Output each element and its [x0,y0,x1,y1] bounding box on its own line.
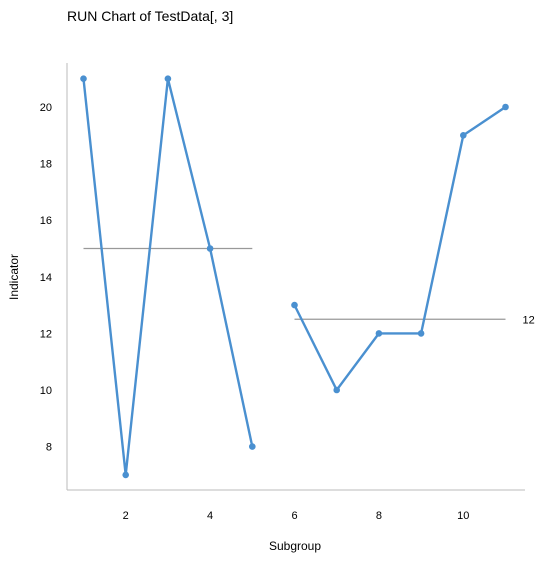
median-value-label: 12 [523,314,535,326]
y-tick-label: 10 [40,385,52,397]
y-tick-label: 18 [40,159,52,171]
chart-title: RUN Chart of TestData[, 3] [67,8,234,24]
data-point [333,386,341,394]
x-tick-label: 8 [376,510,382,522]
data-point [164,75,172,82]
data-point [206,245,214,252]
median-lines [83,247,506,320]
x-tick-label: 10 [457,510,469,522]
series-line [82,77,254,477]
data-point [502,103,509,111]
x-axis-title: Subgroup [269,539,321,553]
y-tick-label: 16 [40,215,52,227]
x-tick-label: 6 [291,510,297,522]
data-point [122,471,129,479]
x-tick-label: 4 [207,510,213,522]
series-line [293,106,507,392]
y-tick-label: 8 [46,442,52,454]
y-tick-label: 14 [40,272,52,284]
y-tick-labels: 8 10 12 14 16 18 20 [40,102,52,454]
x-tick-label: 2 [123,510,129,522]
data-point [80,75,87,82]
y-axis-title: Indicator [7,254,21,300]
data-point [375,330,383,337]
y-tick-label: 20 [40,102,52,114]
data-point [460,132,467,139]
data-series [80,75,509,479]
data-point [249,443,256,450]
data-point [291,301,298,309]
y-tick-label: 12 [40,328,52,340]
data-point [417,330,425,337]
x-tick-labels: 2 4 6 8 10 [123,510,470,522]
annotations: 12 [523,314,535,326]
